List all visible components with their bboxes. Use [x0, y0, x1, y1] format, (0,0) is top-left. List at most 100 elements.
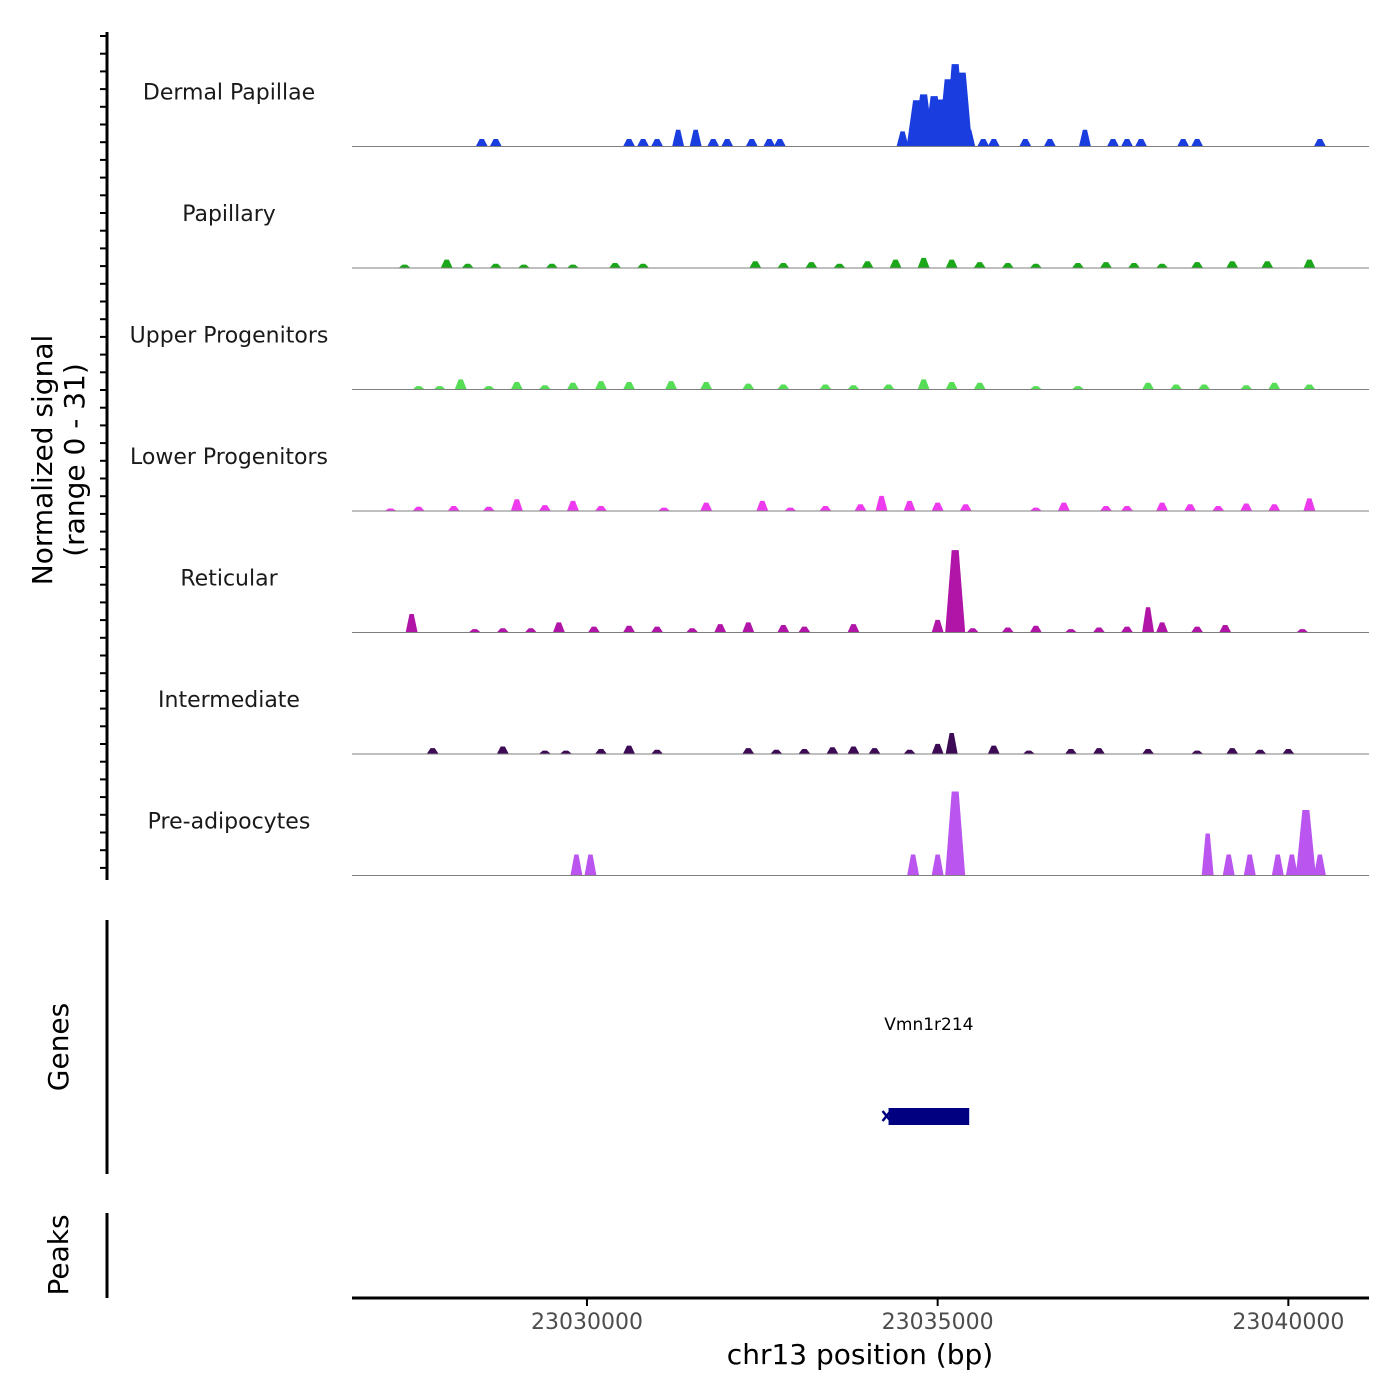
signal-peak — [700, 502, 713, 511]
signal-peak — [973, 262, 986, 268]
signal-peak — [1222, 854, 1235, 876]
signal-peak — [756, 500, 769, 511]
signal-peak — [798, 626, 811, 633]
x-axis-title: chr13 position (bp) — [727, 1338, 993, 1371]
signal-peak — [721, 138, 734, 147]
track-1: Papillary — [182, 202, 1369, 269]
signal-peak — [700, 381, 713, 390]
track-label: Papillary — [182, 202, 276, 227]
signal-peak — [805, 262, 818, 268]
signal-peak — [584, 854, 597, 876]
signal-y-ticks — [100, 35, 107, 869]
signal-peak — [1071, 386, 1084, 390]
signal-peak — [454, 379, 467, 390]
track-label: Dermal Papillae — [143, 81, 315, 106]
signal-peak — [868, 748, 881, 754]
signal-peak — [896, 131, 909, 147]
signal-peak — [882, 384, 895, 390]
signal-peak — [489, 138, 502, 147]
signal-peak — [745, 138, 758, 147]
track-0: Dermal Papillae — [143, 64, 1369, 147]
signal-peak — [637, 263, 650, 268]
signal-peak — [889, 259, 902, 268]
x-axis-ticks: 23030000 23035000 23040000 — [531, 1298, 1344, 1335]
signal-peak — [1282, 748, 1295, 754]
signal-peak — [742, 748, 755, 754]
signal-peak — [1295, 809, 1316, 876]
x-tick-label: 23035000 — [882, 1310, 994, 1335]
signal-peak — [907, 854, 920, 876]
peaks-axis-title: Peaks — [42, 1214, 75, 1295]
signal-peak — [952, 72, 973, 147]
signal-peak — [461, 263, 474, 268]
track-label: Upper Progenitors — [130, 324, 329, 349]
signal-peak — [440, 259, 453, 268]
signal-peak — [545, 263, 558, 268]
signal-peak — [1001, 262, 1014, 268]
signal-peak — [1156, 263, 1169, 268]
signal-peak — [433, 386, 446, 390]
signal-peak — [566, 500, 579, 511]
signal-peak — [847, 385, 860, 390]
gene-body — [888, 1108, 970, 1125]
signal-peak — [637, 138, 650, 147]
signal-peak — [651, 749, 664, 754]
signal-peak — [819, 384, 832, 390]
signal-peak — [819, 505, 832, 511]
signal-peak — [689, 129, 702, 147]
signal-peak — [763, 138, 776, 147]
signal-peak — [623, 625, 636, 633]
signal-peak — [1177, 138, 1190, 147]
signal-peak — [1226, 261, 1239, 268]
signal-peak — [931, 854, 944, 876]
gene-strand-marker — [881, 1110, 892, 1122]
track-5: Intermediate — [158, 688, 1369, 755]
signal-peak — [1106, 138, 1119, 147]
signal-peak — [903, 500, 916, 511]
signal-peak — [1285, 854, 1298, 876]
signal-peak — [1303, 259, 1316, 268]
signal-peak — [917, 379, 930, 390]
signal-peak — [594, 748, 607, 754]
signal-peak — [475, 138, 488, 147]
signal-peak — [1029, 625, 1042, 633]
track-4: Reticular — [180, 550, 1369, 633]
y-axis-subtitle: (range 0 - 31) — [58, 363, 91, 557]
signal-peak — [1261, 261, 1274, 268]
signal-peak — [412, 386, 425, 390]
signal-peak — [1303, 384, 1316, 390]
signal-peak — [524, 628, 537, 633]
signal-peak — [1022, 750, 1035, 754]
signal-peak — [966, 628, 979, 633]
signal-peak — [1170, 384, 1183, 390]
signal-peak — [405, 614, 418, 633]
signal-peak — [773, 138, 786, 147]
signal-peak — [1029, 263, 1042, 268]
signal-peak — [686, 628, 699, 633]
signal-peak — [714, 624, 727, 633]
signal-peak — [1243, 854, 1256, 876]
signal-peak — [426, 748, 439, 754]
signal-peak — [538, 385, 551, 390]
signal-peak — [1128, 262, 1141, 268]
signal-peak — [482, 506, 495, 511]
signal-peak — [959, 504, 972, 511]
signal-peak — [587, 626, 600, 633]
track-3: Lower Progenitors — [130, 445, 1369, 512]
track-2: Upper Progenitors — [130, 324, 1369, 390]
track-label: Reticular — [180, 567, 278, 592]
signal-tracks: Dermal Papillae Papillary Upper Progenitor… — [130, 64, 1369, 876]
signal-peak — [447, 505, 460, 511]
signal-peak — [1019, 138, 1032, 147]
signal-peak — [1071, 262, 1084, 268]
genes-axis-title: Genes — [42, 1003, 75, 1091]
signal-peak — [1064, 748, 1077, 754]
signal-peak — [1121, 138, 1134, 147]
signal-peak — [384, 508, 397, 511]
signal-peak — [777, 262, 790, 268]
signal-peak — [1201, 833, 1214, 876]
track-label: Pre-adipocytes — [148, 810, 311, 835]
signal-peak — [903, 749, 916, 754]
signal-peak — [1271, 854, 1284, 876]
